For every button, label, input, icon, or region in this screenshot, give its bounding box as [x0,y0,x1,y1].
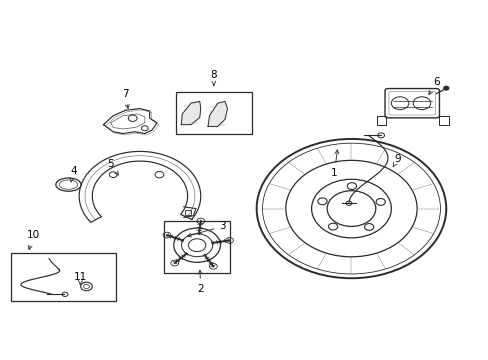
Bar [11,253,116,301]
Text: 11: 11 [74,272,87,285]
Polygon shape [181,102,201,125]
Text: 10: 10 [26,230,40,249]
Bar [164,221,229,273]
Bar [376,116,386,125]
Bar [184,210,191,215]
Text: 6: 6 [428,77,439,95]
Text: 8: 8 [210,69,217,85]
Text: 3: 3 [187,221,225,237]
Text: 7: 7 [122,89,129,108]
Bar [176,93,251,134]
Text: 2: 2 [197,270,203,294]
Text: 9: 9 [392,154,400,167]
Circle shape [443,86,448,90]
Polygon shape [207,102,227,126]
Bar [438,116,448,125]
Text: 5: 5 [107,159,118,175]
Text: 1: 1 [330,150,338,178]
Text: 4: 4 [70,166,77,182]
